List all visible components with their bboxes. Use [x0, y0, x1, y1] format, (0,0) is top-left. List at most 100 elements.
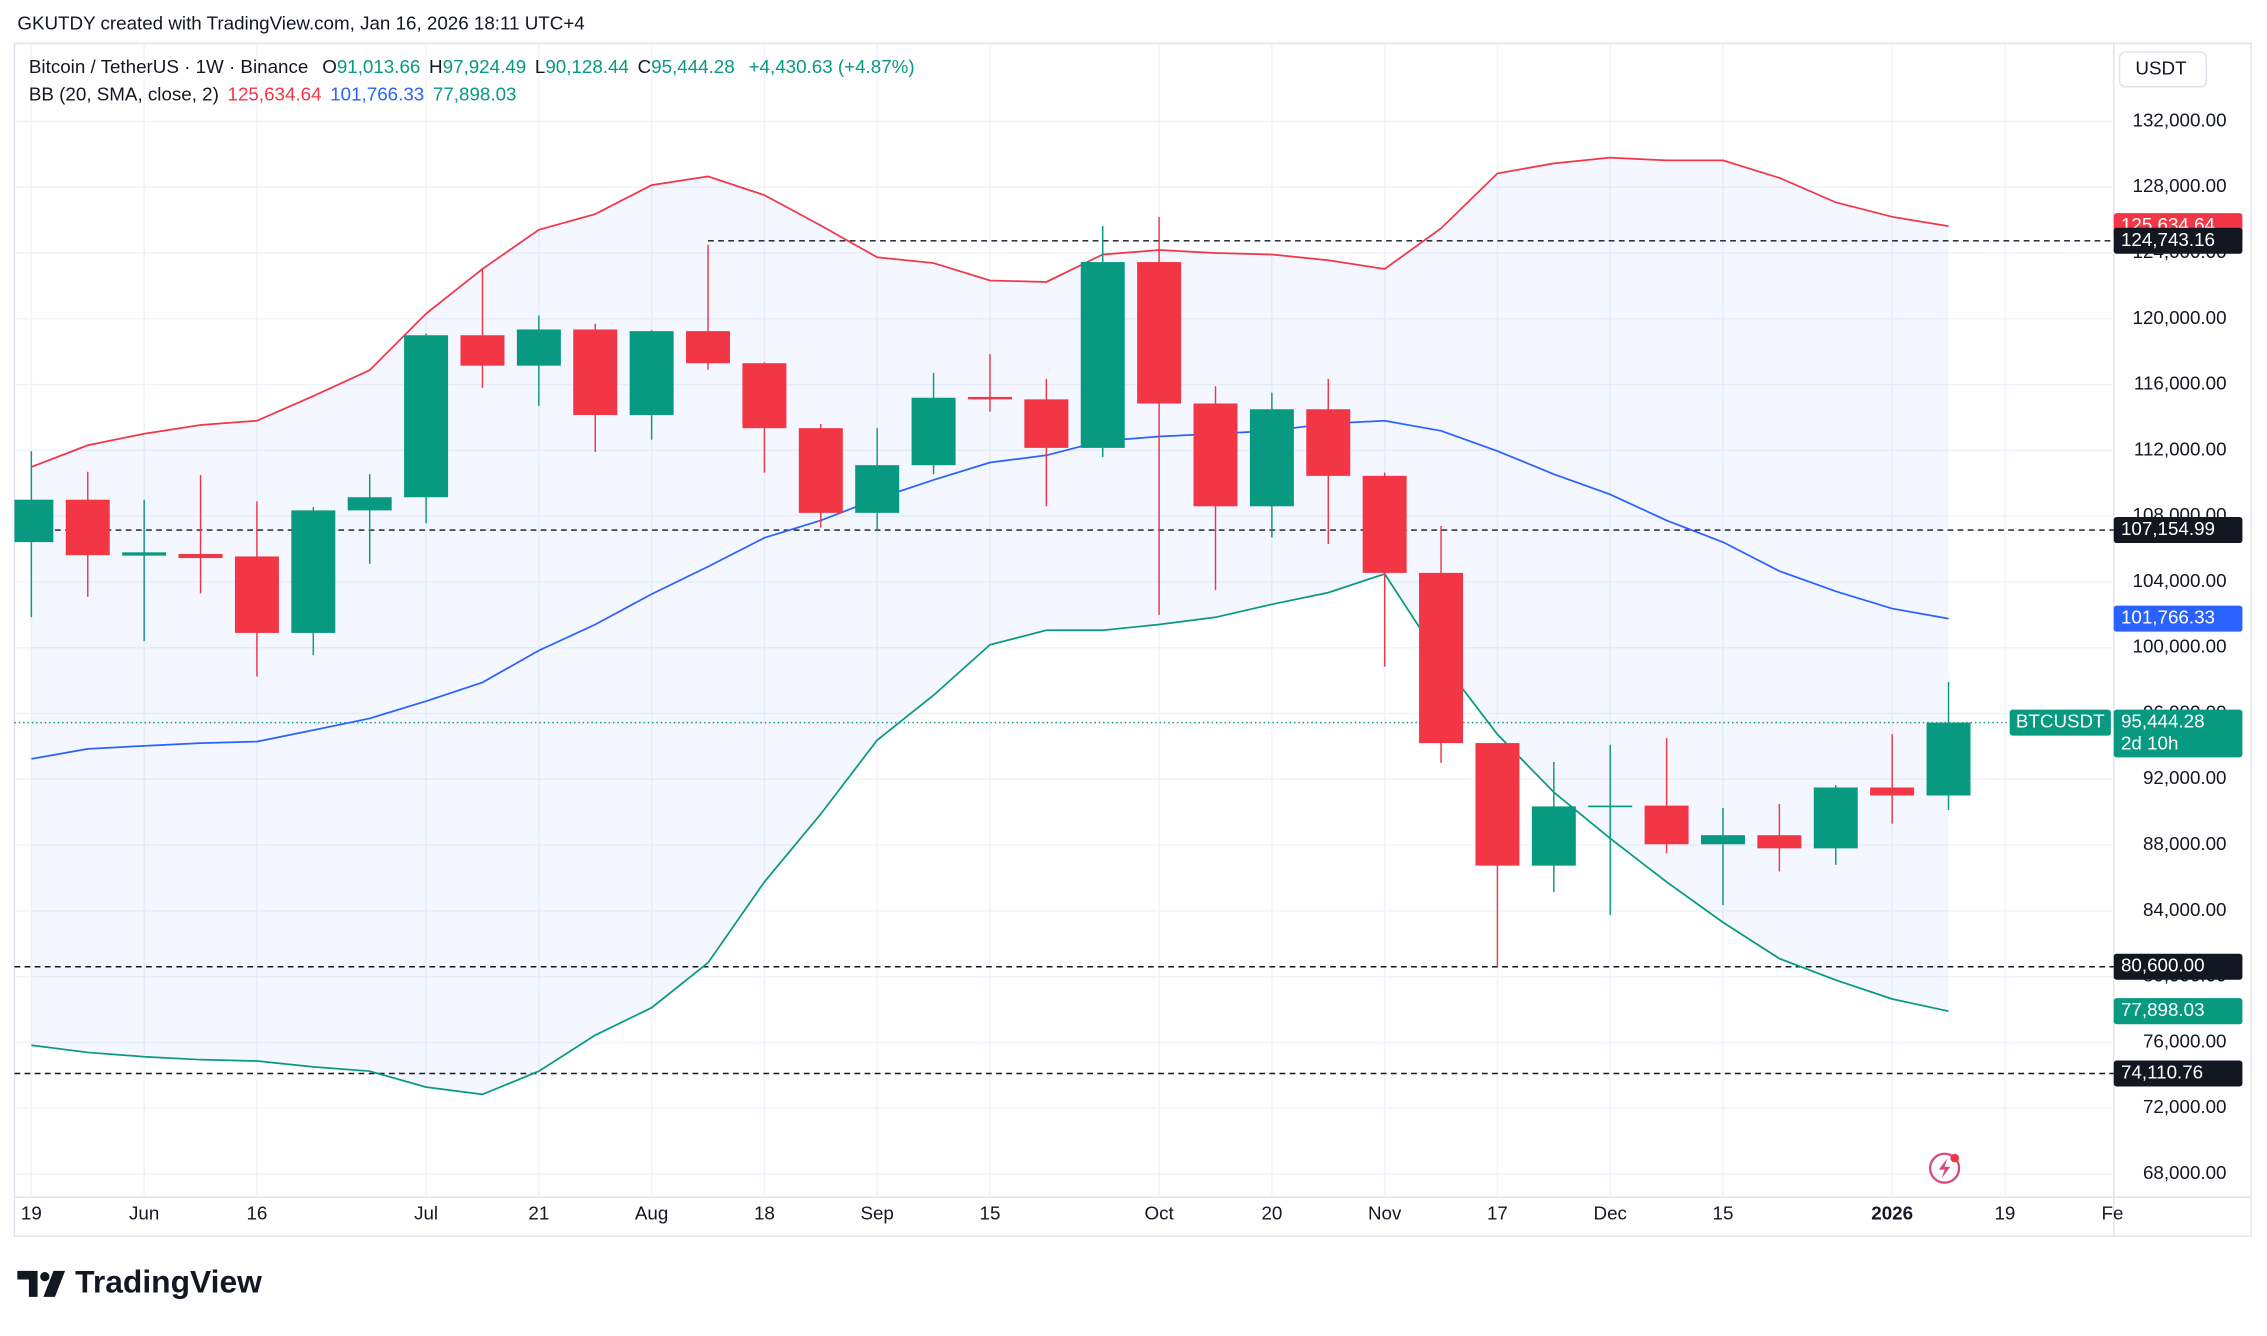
band-line: [31, 419, 1949, 760]
x-tick-label: 16: [246, 1202, 267, 1223]
candle-body: [967, 396, 1012, 400]
y-tick-label: 84,000.00: [2143, 899, 2227, 920]
ohlc-value: 91,013.66: [337, 56, 421, 77]
candle-body: [1306, 409, 1351, 476]
y-tick-label: 68,000.00: [2143, 1162, 2227, 1183]
ohlc: O91,013.66 H97,924.49 L90,128.44 C95,444.28: [322, 56, 734, 77]
x-tick-label: 15: [1713, 1202, 1734, 1223]
band-price-label: 101,766.33: [2121, 607, 2215, 628]
brand[interactable]: TradingView: [75, 1263, 262, 1299]
candle-body: [1024, 399, 1069, 448]
x-tick-label: Dec: [1594, 1202, 1627, 1223]
candle-body: [742, 363, 787, 429]
last-price-box: [2113, 709, 2243, 758]
x-tick-label: 19: [21, 1202, 42, 1223]
legend-indicator: BB (20, SMA, close, 2) 125,634.64 101,766.…: [29, 83, 517, 104]
band-area: [31, 157, 1949, 1095]
candle-body: [65, 499, 110, 556]
price-lines: [14, 240, 2114, 1075]
ohlc-key: L: [535, 56, 545, 77]
x-tick-label: Oct: [1145, 1202, 1175, 1223]
candle-body: [911, 397, 956, 466]
candle-body: [122, 552, 167, 556]
candle-body: [516, 329, 561, 366]
x-tick-label: Nov: [1368, 1202, 1402, 1223]
candle-body: [1475, 743, 1520, 866]
ohlc-key: C: [638, 56, 652, 77]
candle-body: [629, 331, 674, 416]
candle-body: [1757, 835, 1802, 849]
currency[interactable]: USDT: [2135, 57, 2187, 78]
price-line-label-box: [2113, 227, 2243, 254]
indicator: BB (20, SMA, close, 2): [29, 83, 219, 104]
x-tick-label: 20: [1261, 1202, 1282, 1223]
time-axis: 19 Jun 16 Jul 21 Aug 18 Sep 15 Oct 20 Nov 17 Dec 15 202…: [21, 1202, 2134, 1223]
y-tick-label: 128,000.00: [2133, 175, 2227, 196]
last-price-label: 95,444.28: [2121, 711, 2205, 732]
y-tick-label: 100,000.00: [2133, 636, 2227, 657]
candle-body: [573, 329, 618, 416]
candle-body: [1193, 403, 1238, 507]
candle-body: [1419, 572, 1464, 744]
y-tick-label: 120,000.00: [2133, 307, 2227, 328]
x-tick-label: 21: [528, 1202, 549, 1223]
candle-body: [1249, 409, 1294, 507]
candle-body: [178, 553, 223, 559]
countdown: 2d 10h: [2121, 732, 2178, 753]
y-tick-label: 116,000.00: [2134, 373, 2227, 394]
price-line-label-box: [2113, 1060, 2243, 1087]
bands: [31, 156, 1949, 1096]
x-tick-label: Sep: [860, 1202, 893, 1223]
y-tick-label: 92,000.00: [2143, 767, 2227, 788]
candle-body: [1813, 787, 1858, 849]
y-tick-label: 132,000.00: [2133, 109, 2227, 130]
x-tick-label: Aug: [635, 1202, 668, 1223]
band-price-label: 77,898.03: [2121, 999, 2205, 1020]
ticker: BTCUSDT: [2016, 711, 2105, 732]
candle-body: [1700, 835, 1745, 845]
y-tick-label: 104,000.00: [2133, 570, 2227, 591]
x-tick-label: 18: [754, 1202, 775, 1223]
y-tick-label: 72,000.00: [2143, 1096, 2227, 1117]
change: +4,430.63 (+4.87%): [749, 56, 915, 77]
candle-body: [686, 331, 731, 364]
x-tick-label: 2026: [1871, 1202, 1913, 1223]
candle-body: [1362, 475, 1407, 573]
price-line-label: 124,743.16: [2121, 229, 2215, 250]
legend-main: Bitcoin / TetherUS · 1W · Binance O91,01…: [29, 56, 915, 77]
price-line-label: 107,154.99: [2121, 518, 2215, 539]
candles: [14, 216, 1971, 967]
band-line: [31, 572, 1949, 1096]
x-tick-label: 19: [1994, 1202, 2015, 1223]
band-fill: [31, 157, 1949, 1095]
candle-body: [1644, 805, 1689, 845]
ohlc-value: 90,128.44: [545, 56, 629, 77]
candle-body: [1531, 806, 1576, 866]
candle-body: [14, 499, 54, 543]
band-price-label-box: [2113, 605, 2243, 632]
candle-body: [460, 335, 505, 366]
x-tick-label: Feb: [2102, 1202, 2134, 1223]
caption: GKUTDY created with TradingView.com, Jan…: [17, 13, 584, 34]
candle-body: [1926, 722, 1971, 796]
alert-icon[interactable]: [1928, 1152, 1961, 1184]
candle-body: [855, 465, 900, 513]
symbol: Bitcoin / TetherUS · 1W · Binance: [29, 56, 308, 77]
brand-logo[interactable]: [17, 1270, 66, 1297]
y-tick-label: 112,000.00: [2134, 438, 2227, 459]
currency-box[interactable]: [2118, 51, 2207, 88]
candle-body: [347, 497, 392, 511]
ohlc-key: O: [322, 56, 337, 77]
candle-body: [404, 335, 449, 498]
x-tick-label: 15: [980, 1202, 1001, 1223]
ticker-box: [2009, 709, 2111, 736]
x-tick-label: Jul: [414, 1202, 438, 1223]
candle-body: [1137, 262, 1182, 404]
ohlc-key: H: [429, 56, 443, 77]
candle-body: [1080, 262, 1125, 448]
indicator-value: 77,898.03: [433, 83, 517, 104]
candle-body: [1588, 805, 1633, 808]
price-line-label: 80,600.00: [2121, 955, 2205, 976]
ohlc-value: 95,444.28: [651, 56, 735, 77]
